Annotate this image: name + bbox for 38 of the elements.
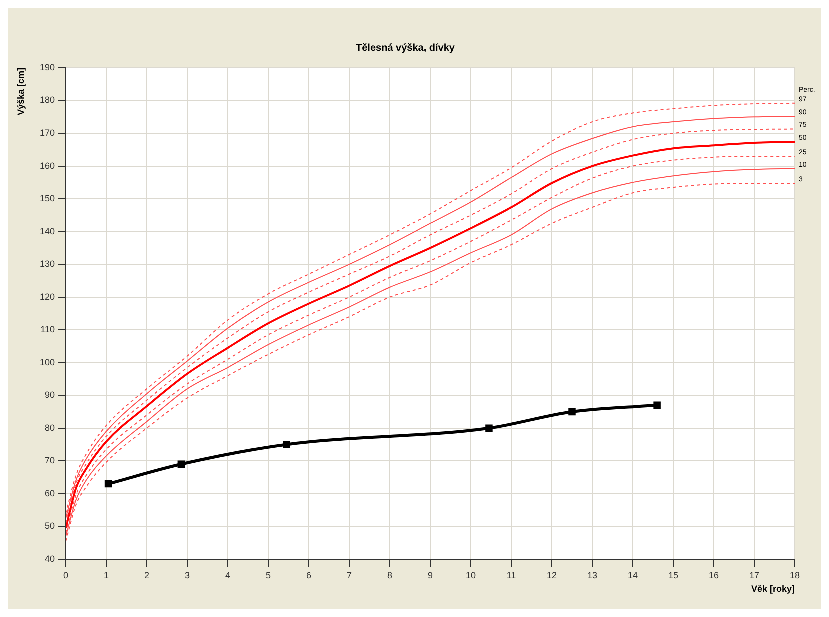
x-tick-label: 9 xyxy=(428,570,434,580)
x-axis-title: Věk [roky] xyxy=(751,584,795,594)
chart-title: Tělesná výška, dívky xyxy=(356,42,456,54)
y-tick-label: 160 xyxy=(40,160,55,171)
y-tick-label: 130 xyxy=(40,259,55,270)
y-tick-label: 90 xyxy=(44,390,55,400)
y-tick-label: 140 xyxy=(40,226,55,236)
y-tick-label: 50 xyxy=(44,521,55,532)
y-tick-label: 60 xyxy=(44,488,55,498)
x-tick-label: 11 xyxy=(506,570,516,580)
x-tick-label: 14 xyxy=(628,570,638,580)
x-tick-label: 4 xyxy=(225,570,231,580)
x-tick-label: 6 xyxy=(306,570,312,580)
x-tick-label: 13 xyxy=(587,570,598,580)
x-tick-label: 18 xyxy=(790,570,800,580)
x-tick-label: 3 xyxy=(184,570,190,580)
y-tick-label: 80 xyxy=(44,422,55,433)
x-tick-label: 17 xyxy=(749,570,760,580)
x-tick-label: 2 xyxy=(144,570,150,580)
x-tick-label: 12 xyxy=(546,570,558,580)
y-tick-label: 180 xyxy=(40,95,55,106)
y-tick-label: 100 xyxy=(40,357,55,368)
x-tick-label: 16 xyxy=(708,570,720,580)
y-tick-label: 150 xyxy=(40,194,55,204)
x-tick-label: 1 xyxy=(104,570,110,580)
x-tick-label: 10 xyxy=(466,570,476,580)
y-tick-label: 40 xyxy=(44,554,55,564)
x-tick-label: 7 xyxy=(346,570,352,580)
y-tick-label: 170 xyxy=(40,128,55,138)
y-tick-label: 110 xyxy=(40,324,55,335)
y-tick-label: 70 xyxy=(44,456,55,466)
x-tick-label: 0 xyxy=(63,570,69,580)
y-tick-label: 120 xyxy=(40,292,55,302)
x-tick-label: 8 xyxy=(387,570,393,580)
y-axis-title: Výška [cm] xyxy=(16,68,26,116)
y-tick-label: 190 xyxy=(40,62,55,72)
x-tick-label: 5 xyxy=(266,570,272,580)
x-tick-label: 15 xyxy=(668,570,679,580)
